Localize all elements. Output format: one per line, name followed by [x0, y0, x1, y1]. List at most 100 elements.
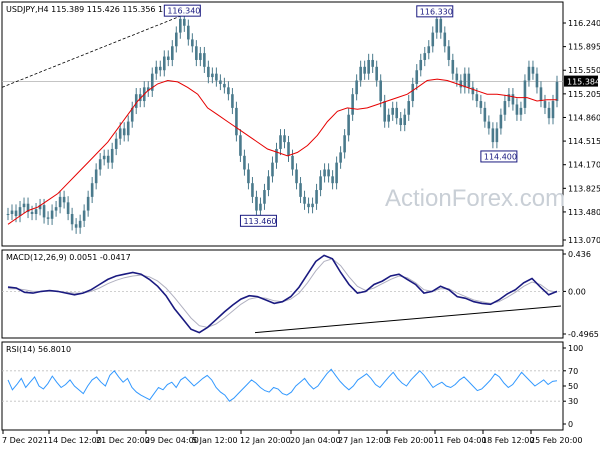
candle-body	[459, 80, 463, 88]
candle-body	[10, 210, 14, 214]
y-tick-label: 100	[568, 344, 583, 353]
candle-body	[275, 148, 278, 163]
candle-body	[515, 104, 519, 115]
candle-body	[351, 94, 354, 115]
candle-body	[90, 183, 94, 197]
dashed-trendline	[1, 15, 181, 88]
x-tick-label: 14 Dec 12:00	[48, 436, 102, 445]
candle-body	[483, 107, 487, 122]
candle-body	[98, 159, 102, 170]
candle-body	[58, 196, 62, 208]
candle-body	[106, 155, 110, 163]
candle-body	[539, 87, 543, 102]
candle-body	[327, 169, 330, 177]
price-annotation-label: 116.340	[167, 7, 200, 16]
candle-body	[118, 128, 122, 139]
candle-body	[315, 190, 318, 204]
panel-frame	[1, 1, 564, 247]
candle-body	[162, 56, 166, 71]
y-tick-label: 114.170	[568, 161, 600, 170]
candle-body	[187, 25, 190, 40]
candle-body	[379, 80, 382, 102]
candle-body	[367, 59, 370, 74]
panel-title: MACD(12,26,9) 0.0051 -0.0417	[6, 253, 131, 262]
x-tick-label: 29 Dec 04:00	[145, 436, 199, 445]
candle-body	[311, 203, 314, 208]
candle-body	[427, 46, 431, 54]
candle-body	[283, 135, 286, 143]
candle-body	[191, 39, 194, 47]
sma-line	[7, 78, 557, 225]
candle-body	[543, 101, 547, 108]
candle-body	[447, 46, 451, 60]
candle-body	[535, 73, 539, 88]
candle-body	[531, 66, 535, 74]
candle-body	[551, 101, 555, 119]
candle-body	[355, 80, 358, 95]
candle-body	[323, 169, 326, 177]
candle-body	[175, 32, 178, 47]
candle-body	[134, 94, 138, 108]
candle-body	[491, 128, 495, 143]
candle-body	[431, 32, 435, 47]
watermark: ActionForex.com	[385, 185, 565, 212]
candle-body	[6, 213, 10, 215]
candle-body	[50, 210, 54, 219]
candle-body	[102, 155, 106, 160]
candle-body	[267, 176, 270, 191]
x-tick-label: 25 Feb 20:00	[530, 436, 582, 445]
candle-body	[411, 83, 415, 102]
candle-body	[223, 83, 226, 88]
candle-body	[82, 210, 86, 221]
y-tick-label: 114.515	[568, 137, 600, 146]
candle-body	[415, 70, 419, 84]
candle-body	[419, 59, 423, 71]
y-tick-label: 113.070	[568, 236, 600, 245]
candle-body	[86, 196, 90, 211]
price-annotation-label: 113.460	[243, 217, 276, 226]
candle-body	[219, 80, 222, 84]
candle-body	[146, 87, 150, 91]
candle-body	[239, 135, 242, 156]
panel-title: USDJPY,H4 115.389 115.426 115.356 115.38…	[6, 5, 191, 14]
y-tick-label: 113.480	[568, 208, 600, 217]
candle-body	[435, 18, 439, 33]
candle-body	[34, 209, 38, 214]
rsi-panel: RSI(14) 56.8010 100 70 50 30 0	[1, 341, 583, 431]
candle-body	[423, 53, 427, 60]
candle-body	[499, 114, 503, 129]
rsi-line	[7, 368, 558, 402]
candle-body	[363, 66, 366, 74]
candle-body	[507, 94, 511, 102]
panel-title: RSI(14) 56.8010	[6, 345, 71, 354]
candle-body	[395, 107, 399, 119]
candle-body	[42, 205, 46, 218]
candle-body	[443, 32, 447, 47]
price-annotation-box	[416, 5, 454, 18]
candle-body	[122, 128, 126, 136]
candle-body	[94, 169, 98, 184]
y-tick-label: 0	[568, 420, 573, 429]
candle-body	[110, 148, 114, 163]
y-tick-label: 70	[568, 367, 578, 376]
candle-body	[339, 152, 342, 163]
candle-body	[158, 66, 162, 71]
candle-body	[503, 101, 507, 115]
candle-body	[46, 217, 50, 219]
candle-body	[227, 87, 230, 95]
y-tick-label: 0.436	[568, 250, 591, 259]
candle-body	[38, 205, 42, 210]
candle-body	[66, 202, 70, 214]
candle-body	[387, 114, 390, 122]
candle-body	[307, 203, 310, 208]
candle-body	[179, 18, 182, 33]
x-tick-label: 3 Feb 20:00	[386, 436, 433, 445]
price-annotation-box	[480, 150, 518, 163]
candle-body	[126, 121, 130, 136]
candle-body	[150, 73, 154, 91]
candle-body	[203, 53, 206, 67]
candle-body	[375, 66, 378, 81]
candle-body	[235, 107, 238, 136]
candle-body	[547, 107, 551, 119]
